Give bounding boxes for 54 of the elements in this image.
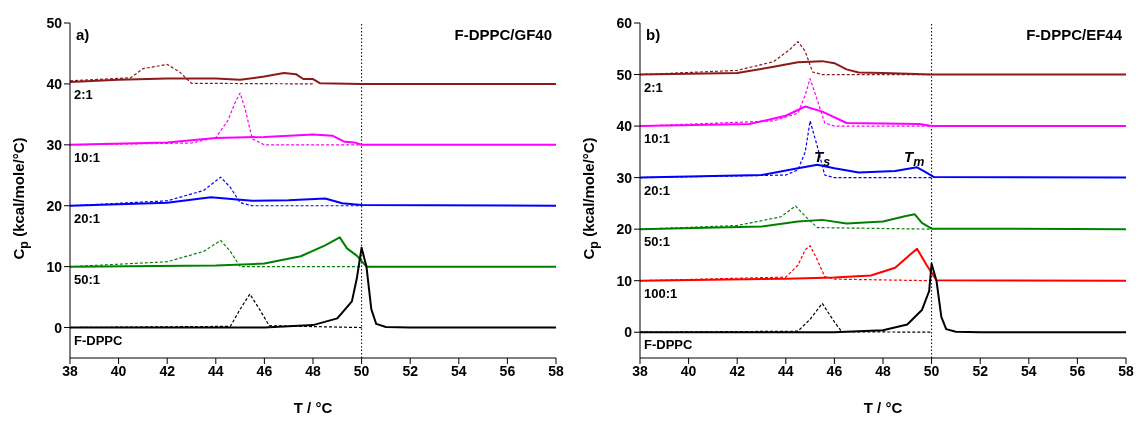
x-tick-label: 58 bbox=[548, 362, 564, 379]
annotation: a) bbox=[76, 26, 90, 43]
series-label: F-DPPC bbox=[644, 337, 693, 353]
x-tick-label: 40 bbox=[680, 362, 697, 379]
series-label: 2:1 bbox=[74, 87, 93, 103]
y-tick-label: 50 bbox=[46, 14, 63, 31]
x-tick-label: 42 bbox=[729, 362, 746, 379]
y-tick-label: 0 bbox=[54, 319, 63, 336]
x-tick-label: 54 bbox=[451, 362, 467, 379]
x-axis-title: T / °C bbox=[862, 399, 904, 416]
x-tick-label: 46 bbox=[826, 362, 843, 379]
series-label: 20:1 bbox=[644, 182, 671, 198]
annotation: F-DPPC/GF40 bbox=[454, 26, 552, 43]
y-tick-label: 40 bbox=[46, 75, 63, 92]
x-tick-label: 38 bbox=[62, 362, 78, 379]
series-label: 50:1 bbox=[644, 234, 671, 250]
x-tick-label: 42 bbox=[159, 362, 176, 379]
y-tick-label: 0 bbox=[624, 324, 633, 341]
annotation: F-DPPC/EF44 bbox=[1026, 26, 1122, 43]
y-tick-label: 50 bbox=[616, 66, 633, 83]
x-tick-label: 56 bbox=[499, 362, 516, 379]
x-tick-label: 54 bbox=[1021, 362, 1037, 379]
x-tick-label: 52 bbox=[402, 362, 419, 379]
y-tick-label: 30 bbox=[46, 136, 63, 153]
x-tick-label: 56 bbox=[1069, 362, 1086, 379]
series-label: 2:1 bbox=[644, 79, 663, 95]
series-label: 10:1 bbox=[644, 131, 671, 147]
x-tick-label: 38 bbox=[632, 362, 648, 379]
x-tick-label: 48 bbox=[875, 362, 891, 379]
y-tick-label: 60 bbox=[616, 14, 633, 31]
annotation: T$_{s}$ bbox=[814, 148, 831, 169]
y-tick-label: 30 bbox=[616, 169, 633, 186]
x-tick-label: 50 bbox=[923, 362, 940, 379]
x-tick-label: 50 bbox=[353, 362, 370, 379]
series-label: 10:1 bbox=[74, 149, 101, 165]
y-tick-label: 40 bbox=[616, 118, 633, 135]
x-axis-title: T / °C bbox=[292, 399, 334, 416]
y-tick-label: 10 bbox=[46, 258, 63, 275]
x-tick-label: 40 bbox=[110, 362, 127, 379]
annotation: T$_{m}$ bbox=[904, 148, 925, 169]
x-tick-label: 58 bbox=[1118, 362, 1134, 379]
series-label: F-DPPC bbox=[74, 332, 123, 348]
series-label: 100:1 bbox=[644, 285, 678, 301]
x-tick-label: 52 bbox=[972, 362, 989, 379]
x-tick-label: 48 bbox=[305, 362, 321, 379]
y-tick-label: 20 bbox=[616, 221, 633, 238]
x-tick-label: 44 bbox=[208, 362, 224, 379]
y-tick-label: 20 bbox=[46, 197, 63, 214]
y-tick-label: 10 bbox=[616, 272, 633, 289]
x-tick-label: 44 bbox=[778, 362, 794, 379]
series-label: 50:1 bbox=[74, 271, 101, 287]
series-label: 20:1 bbox=[74, 210, 101, 226]
x-tick-label: 46 bbox=[256, 362, 273, 379]
annotation: b) bbox=[646, 26, 661, 43]
